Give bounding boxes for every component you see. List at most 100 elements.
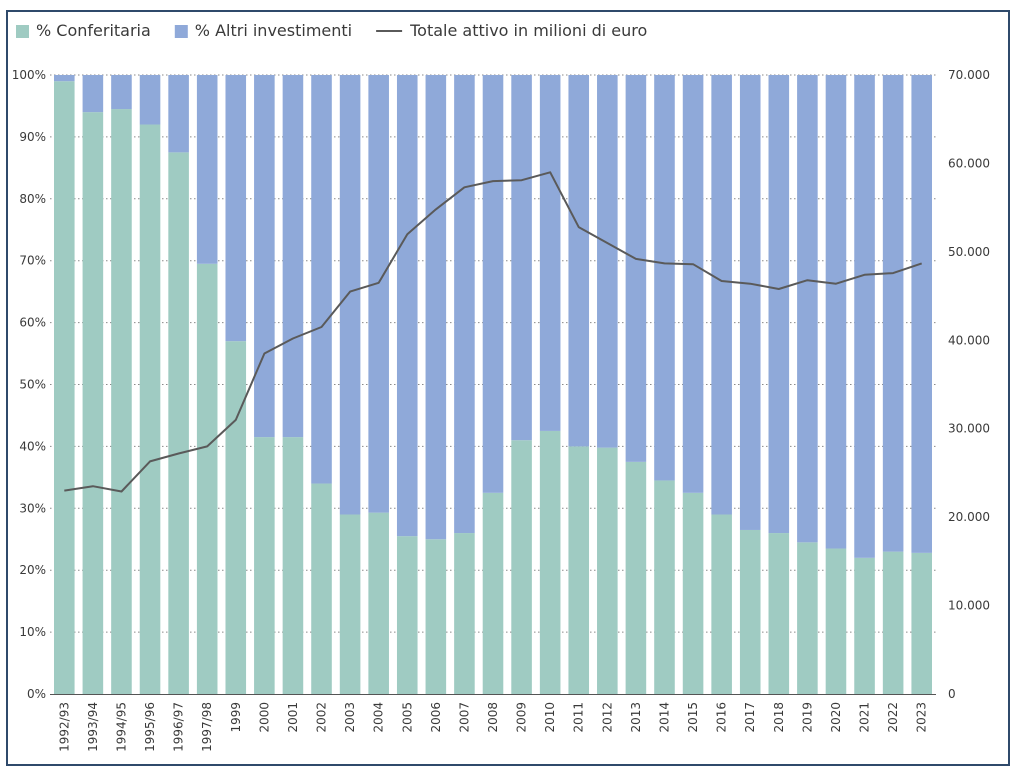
x-axis-tick-label: 2021 [858, 702, 872, 733]
bar-conferitaria [539, 430, 561, 694]
bar-conferitaria [854, 557, 875, 694]
x-axis-tick-label: 2023 [915, 702, 929, 733]
bar-conferitaria [797, 542, 818, 694]
left-axis-tick-label: 10% [19, 625, 46, 639]
bar-altri-investimenti [396, 75, 418, 537]
x-axis-tick-label: 2020 [829, 702, 843, 733]
bar-altri-investimenti [482, 75, 504, 493]
chart: 0% 10% 20% 30% 40% 50% 60% 70% 80% 90% 100% 0 10.000… [12, 21, 990, 752]
x-axis-tick-label: 1995/96 [143, 702, 157, 752]
bar-altri-investimenti [739, 75, 761, 530]
bar-altri-investimenti [225, 75, 247, 342]
x-axis-tick-label: 2005 [400, 702, 414, 733]
bar-altri-investimenti [825, 75, 847, 549]
left-axis-tick-label: 100% [12, 68, 46, 82]
bar-conferitaria [339, 514, 361, 694]
bar-conferitaria [368, 512, 389, 694]
bar-altri-investimenti [539, 75, 561, 431]
x-axis-tick-label: 2000 [257, 702, 271, 733]
bar-altri-investimenti [339, 75, 361, 515]
bar-altri-investimenti [768, 75, 790, 534]
x-axis-tick-label: 2015 [686, 702, 700, 733]
bar-conferitaria [511, 440, 532, 694]
right-axis-tick-label: 30.000 [948, 422, 990, 436]
left-axis-tick-label: 70% [19, 254, 46, 268]
chart-frame: 0% 10% 20% 30% 40% 50% 60% 70% 80% 90% 100% 0 10.000… [6, 10, 1010, 766]
bar-conferitaria [654, 480, 675, 694]
legend-label: % Altri investimenti [195, 21, 352, 40]
bar-conferitaria [568, 446, 590, 694]
bar-altri-investimenti [625, 75, 647, 462]
x-axis-tick-label: 2004 [372, 702, 386, 733]
left-axis-tick-label: 30% [19, 501, 46, 515]
left-axis-tick-label: 40% [19, 439, 46, 453]
x-axis-tick-label: 2012 [600, 702, 614, 733]
bar-altri-investimenti [282, 75, 304, 438]
bar-conferitaria [82, 112, 104, 694]
bar-altri-investimenti [511, 75, 532, 441]
bar-conferitaria [111, 109, 132, 695]
bar-altri-investimenti [139, 75, 161, 125]
bar-conferitaria [682, 492, 704, 694]
bar-conferitaria [196, 263, 218, 694]
x-axis-tick-label: 2006 [429, 702, 443, 733]
left-axis-tick-label: 60% [19, 316, 46, 330]
bar-conferitaria [454, 533, 475, 694]
x-axis-tick-label: 2016 [715, 702, 729, 733]
x-axis-tick-label: 1999 [229, 702, 243, 733]
x-axis-tick-label: 2017 [743, 702, 757, 733]
x-axis-tick-label: 2003 [343, 702, 357, 733]
bar-conferitaria [139, 124, 161, 694]
bar-conferitaria [911, 552, 932, 694]
bar-altri-investimenti [711, 75, 732, 515]
bar-altri-investimenti [196, 75, 218, 264]
bar-altri-investimenti [254, 75, 275, 438]
x-axis-tick-label: 2013 [629, 702, 643, 733]
bar-altri-investimenti [425, 75, 447, 540]
left-axis-tick-label: 50% [19, 378, 46, 392]
bar-conferitaria [396, 536, 418, 694]
x-axis-tick-label: 2010 [543, 702, 557, 733]
bar-altri-investimenti [82, 75, 104, 113]
bar-conferitaria [768, 533, 790, 694]
bar-conferitaria [54, 81, 75, 694]
bar-conferitaria [425, 539, 447, 694]
x-axis-tick-label: 2018 [772, 702, 786, 733]
x-axis-tick-label: 2009 [515, 702, 529, 733]
left-axis-tick-label: 80% [19, 192, 46, 206]
bar-conferitaria [739, 529, 761, 694]
bar-altri-investimenti [854, 75, 875, 558]
line-totale-attivo [64, 171, 923, 493]
x-axis-tick-label: 1997/98 [200, 702, 214, 752]
right-axis-tick-label: 40.000 [948, 333, 990, 347]
bar-altri-investimenti [54, 75, 75, 82]
bar-conferitaria [282, 437, 304, 694]
right-axis-tick-label: 60.000 [948, 156, 990, 170]
legend-swatch-conferitaria [16, 25, 29, 38]
right-axis-tick-label: 10.000 [948, 599, 990, 613]
bar-altri-investimenti [368, 75, 389, 513]
bar-altri-investimenti [682, 75, 704, 493]
x-axis-tick-label: 1994/95 [114, 702, 128, 752]
x-axis-tick-label: 1992/93 [57, 702, 71, 752]
bar-conferitaria [168, 152, 189, 694]
bar-altri-investimenti [882, 75, 904, 552]
left-axis-tick-label: 90% [19, 130, 46, 144]
bar-conferitaria [711, 514, 732, 694]
bar-altri-investimenti [911, 75, 932, 553]
bar-altri-investimenti [311, 75, 332, 484]
x-axis-tick-label: 1993/94 [86, 702, 100, 752]
bar-altri-investimenti [168, 75, 189, 153]
bar-altri-investimenti [568, 75, 590, 447]
x-axis-tick-label: 2019 [800, 702, 814, 733]
bar-conferitaria [225, 341, 247, 694]
bar-altri-investimenti [111, 75, 132, 110]
legend-swatch-altri-investimenti [174, 25, 188, 38]
left-axis-tick-label: 20% [19, 563, 46, 577]
bar-conferitaria [482, 492, 504, 694]
right-axis-tick-label: 70.000 [948, 68, 990, 82]
x-axis-tick-label: 2014 [657, 702, 671, 733]
legend-label: Totale attivo in milioni di euro [409, 21, 647, 40]
x-axis-tick-label: 2008 [486, 702, 500, 733]
bar-altri-investimenti [654, 75, 675, 481]
